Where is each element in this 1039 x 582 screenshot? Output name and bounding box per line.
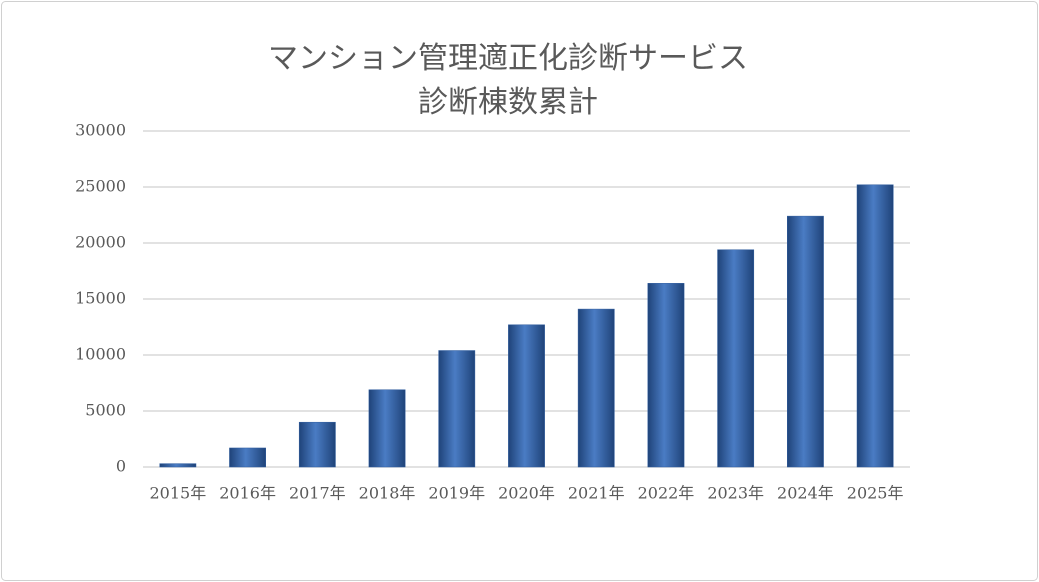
x-tick-label: 2024年 bbox=[777, 484, 834, 503]
y-tick-label: 30000 bbox=[75, 121, 126, 140]
x-tick-label: 2018年 bbox=[359, 484, 416, 503]
bar bbox=[717, 249, 755, 468]
y-tick-label: 0 bbox=[116, 457, 126, 476]
x-tick-label: 2019年 bbox=[428, 484, 485, 503]
bar bbox=[229, 447, 266, 468]
y-tick-label: 10000 bbox=[75, 345, 126, 364]
bar bbox=[787, 215, 824, 468]
y-tick-label: 20000 bbox=[75, 233, 126, 252]
y-tick-label: 25000 bbox=[75, 177, 126, 196]
y-tick-label: 15000 bbox=[75, 289, 126, 308]
x-tick-label: 2025年 bbox=[847, 484, 904, 503]
bar bbox=[577, 308, 615, 468]
bar bbox=[159, 463, 197, 468]
bar bbox=[508, 324, 545, 468]
bar bbox=[647, 283, 685, 468]
bar bbox=[438, 350, 476, 468]
chart-title: 診断棟数累計 bbox=[418, 85, 598, 120]
x-tick-label: 2021年 bbox=[568, 484, 625, 503]
x-tick-label: 2023年 bbox=[707, 484, 764, 503]
bar bbox=[368, 389, 406, 468]
x-tick-label: 2020年 bbox=[498, 484, 555, 503]
x-tick-label: 2022年 bbox=[638, 484, 695, 503]
y-tick-label: 5000 bbox=[85, 401, 126, 420]
x-tick-label: 2015年 bbox=[149, 484, 206, 503]
chart-title: マンション管理適正化診断サービス bbox=[268, 41, 748, 76]
bar bbox=[856, 184, 894, 468]
x-tick-label: 2017年 bbox=[289, 484, 346, 503]
x-tick-label: 2016年 bbox=[219, 484, 276, 503]
bar bbox=[298, 421, 336, 468]
